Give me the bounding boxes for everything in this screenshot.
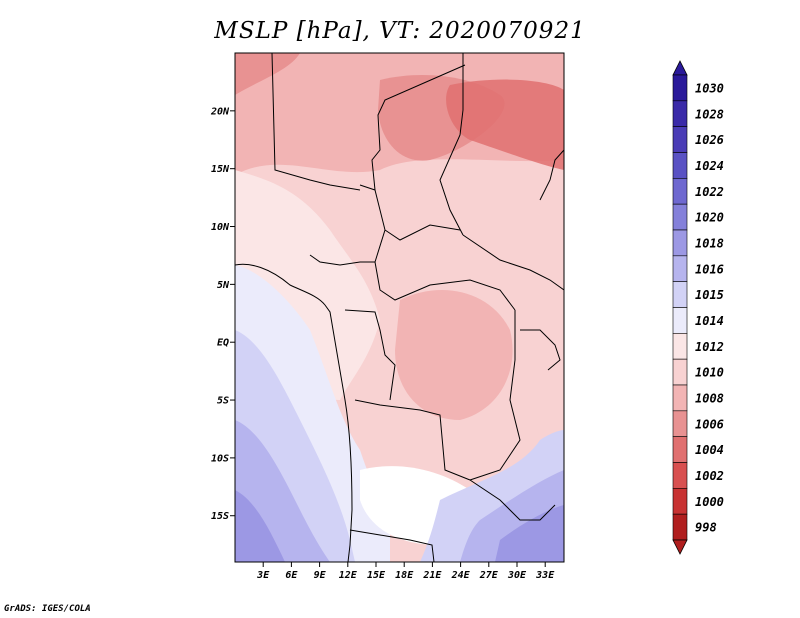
colorbar-swatch — [672, 74, 688, 102]
colorbar: 1030 1028 1026 1024 1022 1020 1018 1016 1015 1014… — [672, 60, 724, 555]
colorbar-bottom-arrow — [672, 539, 688, 555]
latitude-axis: 20N 15N 10N 5N EQ 5S 10S 15S — [210, 106, 235, 522]
lat-tick-label: EQ — [217, 338, 229, 349]
map-title: MSLP [hPa], VT: 2020070921 — [214, 18, 586, 44]
map-frame — [234, 52, 565, 563]
lon-tick-label: 24E — [451, 570, 471, 581]
colorbar-swatch — [672, 436, 688, 463]
colorbar-label: 1030 — [695, 81, 724, 95]
colorbar-swatch — [672, 100, 688, 127]
field-band-1004-northeast — [446, 79, 564, 170]
colorbar-label: 1014 — [695, 314, 724, 328]
field-band-1006-northwest — [235, 53, 300, 95]
colorbar-swatch — [672, 203, 688, 231]
lon-tick-label: 18E — [395, 570, 414, 581]
lon-tick-label: 6E — [285, 570, 298, 581]
colorbar-swatch — [672, 281, 688, 308]
colorbar-swatch — [672, 152, 688, 179]
lon-tick-label: 3E — [256, 570, 270, 581]
border-east-lakes — [469, 310, 521, 481]
lon-tick-label: 33E — [535, 570, 555, 581]
colorbar-label: 1026 — [695, 133, 724, 147]
border-namibia — [349, 529, 435, 562]
colorbar-label: 1028 — [695, 107, 724, 121]
lon-tick-label: 30E — [507, 570, 527, 581]
lat-tick-label: 20N — [210, 106, 230, 117]
field-band-1008-congo — [395, 290, 513, 420]
colorbar-label: 1006 — [695, 417, 724, 431]
colorbar-swatch — [672, 229, 688, 257]
colorbar-label: 1015 — [695, 288, 724, 302]
lat-tick-label: 5S — [217, 396, 229, 407]
colorbar-swatch — [672, 462, 688, 489]
colorbar-label: 1012 — [695, 340, 724, 354]
country-borders — [235, 53, 564, 562]
border-sudan-ssudan — [462, 234, 564, 291]
lon-tick-label: 15E — [367, 570, 386, 581]
colorbar-swatch — [672, 358, 688, 386]
colorbar-label: 998 — [695, 521, 717, 535]
border-sudan-east — [539, 149, 564, 201]
lat-tick-label: 5N — [217, 280, 230, 291]
colorbar-swatch — [672, 513, 688, 541]
colorbar-label: 1010 — [695, 366, 724, 380]
border-mali-niger — [271, 53, 361, 191]
colorbar-label: 1004 — [695, 443, 724, 457]
lat-tick-label: 15S — [211, 511, 229, 522]
lon-tick-label: 12E — [339, 570, 358, 581]
longitude-axis: 3E 6E 9E 12E 15E 18E 21E 24E 27E 30E 33E — [256, 562, 555, 581]
pressure-field — [235, 53, 564, 562]
west-coastline — [235, 263, 353, 562]
colorbar-swatch — [672, 333, 688, 360]
colorbar-label: 1002 — [695, 469, 724, 483]
colorbar-swatch — [672, 488, 688, 515]
border-car-drc — [374, 229, 516, 311]
field-band-1018-southeast — [495, 505, 564, 562]
border-congo-drc — [344, 309, 396, 401]
colorbar-swatch — [672, 307, 688, 334]
colorbar-label: 1022 — [695, 185, 724, 199]
lat-tick-label: 15N — [211, 164, 230, 175]
border-zambia-zimbabwe — [469, 479, 556, 521]
grads-credit: GrADS: IGES/COLA — [4, 604, 91, 614]
border-chad-car — [374, 189, 461, 241]
colorbar-swatch — [672, 384, 688, 412]
lon-tick-label: 27E — [479, 570, 499, 581]
border-uganda-kenya — [520, 329, 561, 371]
lon-tick-label: 21E — [422, 570, 442, 581]
colorbar-swatch — [672, 255, 688, 282]
colorbar-top-arrow — [672, 60, 688, 76]
lat-tick-label: 10N — [211, 222, 230, 233]
colorbar-label: 1018 — [695, 236, 724, 250]
lon-tick-label: 9E — [314, 570, 327, 581]
colorbar-swatch — [672, 126, 688, 153]
colorbar-label: 1000 — [695, 495, 724, 509]
lat-tick-label: 10S — [211, 453, 229, 464]
border-chad-sudan — [439, 53, 464, 236]
field-band-1018-atlantic — [235, 490, 285, 562]
colorbar-swatch — [672, 178, 688, 205]
colorbar-label: 1020 — [695, 211, 724, 225]
colorbar-swatch — [672, 410, 688, 437]
colorbar-label: 1016 — [695, 262, 724, 276]
colorbar-label: 1008 — [695, 391, 724, 405]
colorbar-label: 1024 — [695, 159, 724, 173]
border-nigeria-cameroon — [309, 254, 375, 266]
border-angola-zambia — [354, 399, 471, 481]
